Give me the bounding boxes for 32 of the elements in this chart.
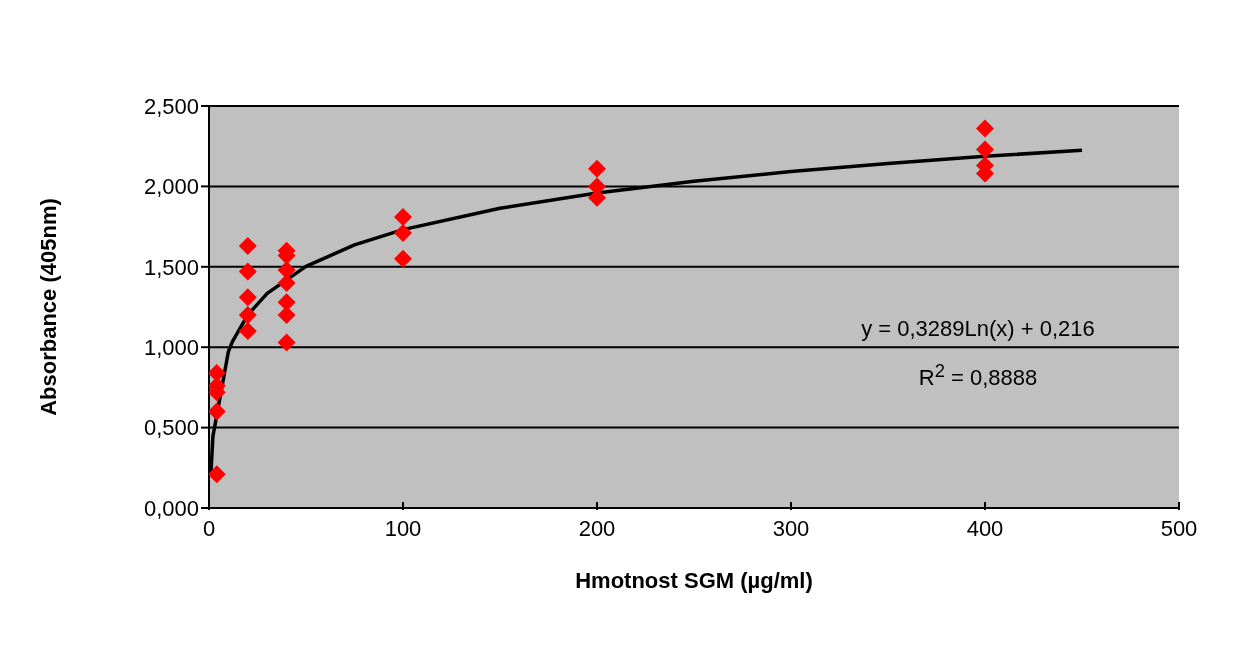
point (394, 249, 412, 268)
point (238, 322, 257, 341)
point (238, 262, 257, 281)
y-tick-label: 0,500 (143, 415, 199, 441)
point (976, 119, 994, 138)
x-tick-label: 100 (384, 516, 422, 541)
x-tick-label: 500 (1160, 516, 1198, 541)
point (209, 465, 226, 484)
x-axis-title: Hmotnost SGM (µg/ml) (575, 568, 813, 593)
y-tick-label: 1,000 (143, 335, 199, 361)
point (277, 306, 296, 325)
point (209, 363, 226, 382)
point (394, 207, 412, 226)
point (394, 224, 412, 243)
x-tick-label: 0 (202, 516, 216, 541)
point (976, 140, 994, 159)
point (209, 402, 226, 421)
annotation: R$^{2}$ = 0,8888 (917, 359, 1039, 393)
x-tick-label: 200 (578, 516, 616, 541)
annotation: y = 0,3289Ln(x) + 0,216 (860, 315, 1096, 343)
point (238, 306, 257, 325)
x-tick-label: 300 (772, 516, 810, 541)
y-tick-label: 2,000 (143, 174, 199, 200)
y-axis-title: Absorbance (405nm) (35, 198, 61, 416)
point (238, 236, 257, 255)
y-tick-label: 1,500 (143, 254, 199, 280)
point (588, 159, 606, 178)
point (238, 288, 257, 307)
y-tick-label: 0,000 (143, 495, 199, 521)
y-tick-label: 2,500 (143, 93, 199, 119)
point (277, 333, 296, 352)
x-tick-label: 400 (966, 516, 1004, 541)
